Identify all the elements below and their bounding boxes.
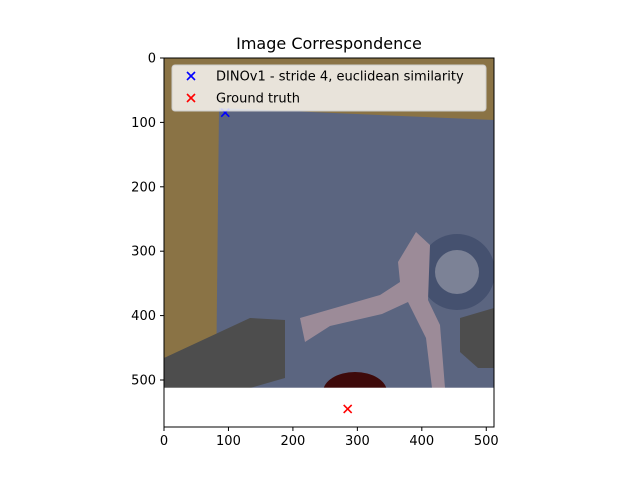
legend-label: DINOv1 - stride 4, euclidean similarity — [216, 70, 464, 85]
x-tick-label: 300 — [345, 434, 370, 449]
axes-frame — [163, 57, 495, 428]
image-bent-shape — [300, 232, 445, 388]
y-tick-label: 500 — [131, 373, 156, 388]
legend-entries: DINOv1 - stride 4, euclidean similarity G… — [186, 70, 464, 107]
axes-blank-area — [164, 387, 494, 427]
x-tick-label: 0 — [160, 434, 168, 449]
y-tick-label: 100 — [131, 116, 156, 131]
y-tick-label: 400 — [131, 309, 156, 324]
image-gear-hole — [435, 250, 479, 294]
x-axis-ticks: 0 100 200 300 400 500 — [160, 427, 499, 449]
legend-label: Ground truth — [216, 92, 300, 107]
legend-marker-stroke-b — [186, 93, 196, 103]
legend-marker — [186, 93, 196, 103]
ground-truth-marker-stroke-b — [343, 404, 353, 414]
background-image — [164, 58, 494, 412]
x-tick-label: 100 — [216, 434, 241, 449]
image-dark-block-left — [164, 318, 285, 388]
chart-title: Image Correspondence — [236, 34, 422, 53]
legend-marker — [186, 71, 196, 81]
ground-truth-marker — [343, 404, 353, 414]
image-dark-block-right — [460, 308, 494, 368]
y-tick-label: 0 — [148, 52, 156, 67]
legend: DINOv1 - stride 4, euclidean similarity G… — [171, 64, 487, 112]
y-tick-label: 200 — [131, 180, 156, 195]
legend-marker-stroke-b — [186, 71, 196, 81]
x-tick-label: 400 — [409, 434, 434, 449]
y-axis-ticks: 0 100 200 300 400 500 — [131, 52, 164, 388]
x-tick-label: 500 — [474, 434, 499, 449]
x-tick-label: 200 — [280, 434, 305, 449]
legend-box — [171, 64, 487, 112]
y-tick-label: 300 — [131, 245, 156, 260]
